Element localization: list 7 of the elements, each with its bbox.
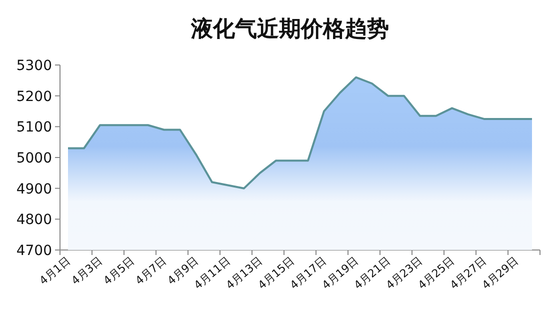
y-tick-label: 4800 bbox=[16, 212, 52, 228]
y-tick-label: 5100 bbox=[16, 120, 52, 136]
y-tick-label: 5200 bbox=[16, 88, 52, 105]
y-tick-label: 5000 bbox=[16, 150, 52, 166]
y-tick-label: 4900 bbox=[16, 181, 52, 198]
y-tick-label: 5300 bbox=[16, 58, 52, 74]
chart-title: 液化气近期价格趋势 bbox=[190, 16, 389, 42]
